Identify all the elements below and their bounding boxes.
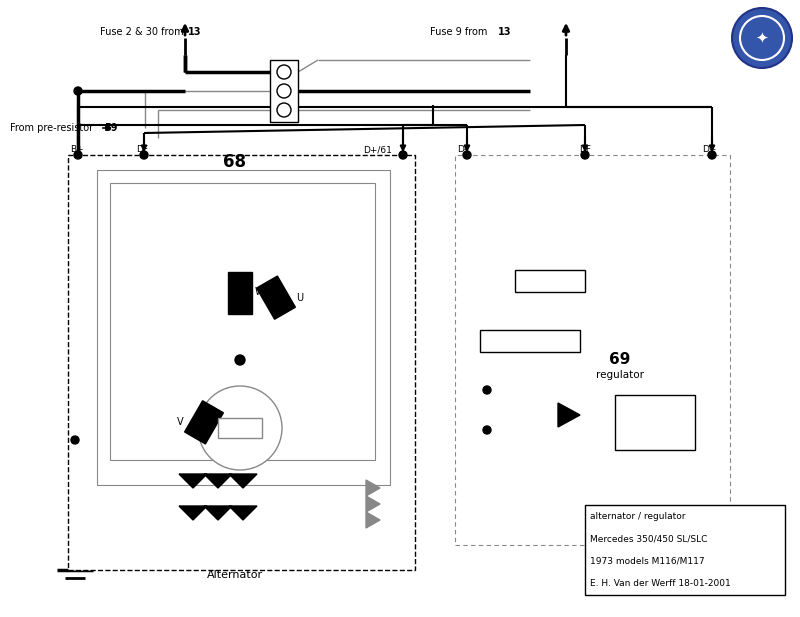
- Circle shape: [74, 151, 82, 159]
- Text: 59: 59: [104, 123, 118, 133]
- Circle shape: [140, 151, 148, 159]
- Polygon shape: [204, 474, 232, 488]
- Circle shape: [235, 355, 245, 365]
- Bar: [585, 505, 785, 595]
- Polygon shape: [204, 506, 232, 520]
- Circle shape: [708, 151, 716, 159]
- Text: W: W: [255, 287, 265, 297]
- Text: From pre-resistor: From pre-resistor: [10, 123, 96, 133]
- Text: 1973 models M116/M117: 1973 models M116/M117: [590, 557, 705, 566]
- Circle shape: [581, 151, 589, 159]
- Circle shape: [71, 436, 79, 444]
- Text: D+/61: D+/61: [363, 146, 392, 154]
- Bar: [97, 170, 390, 485]
- Text: D-: D-: [457, 146, 467, 154]
- Circle shape: [483, 386, 491, 394]
- Text: Fuse 9 from: Fuse 9 from: [430, 27, 490, 37]
- Circle shape: [277, 103, 291, 117]
- Bar: [515, 270, 585, 292]
- Polygon shape: [179, 506, 207, 520]
- Bar: [480, 330, 580, 352]
- Text: 69: 69: [610, 352, 630, 368]
- Polygon shape: [366, 480, 380, 496]
- Text: V: V: [178, 417, 184, 428]
- Polygon shape: [229, 506, 257, 520]
- Text: 68: 68: [223, 153, 246, 171]
- Text: regulator: regulator: [596, 370, 644, 380]
- Polygon shape: [366, 496, 380, 512]
- Circle shape: [732, 8, 792, 68]
- Circle shape: [463, 151, 471, 159]
- Bar: [257, 276, 295, 319]
- Text: ✦: ✦: [756, 30, 768, 46]
- Text: B+: B+: [70, 146, 84, 154]
- Circle shape: [74, 87, 82, 95]
- Bar: [615, 395, 695, 450]
- Text: DF: DF: [579, 146, 591, 154]
- Text: Alternator: Alternator: [207, 570, 263, 580]
- Bar: [455, 155, 730, 545]
- Bar: [68, 155, 415, 570]
- Polygon shape: [366, 512, 380, 528]
- Polygon shape: [179, 474, 207, 488]
- Circle shape: [399, 151, 407, 159]
- Text: Mercedes 350/450 SL/SLC: Mercedes 350/450 SL/SLC: [590, 534, 707, 543]
- Polygon shape: [229, 474, 257, 488]
- Circle shape: [277, 65, 291, 79]
- Text: 13: 13: [498, 27, 511, 37]
- Text: alternator / regulator: alternator / regulator: [590, 511, 686, 521]
- Bar: [228, 272, 252, 314]
- Circle shape: [277, 84, 291, 98]
- Bar: [270, 60, 298, 122]
- Text: DF: DF: [136, 146, 148, 154]
- Circle shape: [198, 386, 282, 470]
- Text: G: G: [236, 425, 244, 435]
- Bar: [110, 183, 375, 460]
- Polygon shape: [558, 403, 580, 427]
- Text: D+: D+: [702, 146, 716, 154]
- Text: U: U: [296, 292, 303, 303]
- Text: Fuse 2 & 30 from: Fuse 2 & 30 from: [100, 27, 186, 37]
- Text: E. H. Van der Werff 18-01-2001: E. H. Van der Werff 18-01-2001: [590, 579, 730, 588]
- Circle shape: [483, 426, 491, 434]
- Bar: [185, 401, 223, 444]
- Bar: [218, 418, 262, 438]
- Text: 13: 13: [188, 27, 202, 37]
